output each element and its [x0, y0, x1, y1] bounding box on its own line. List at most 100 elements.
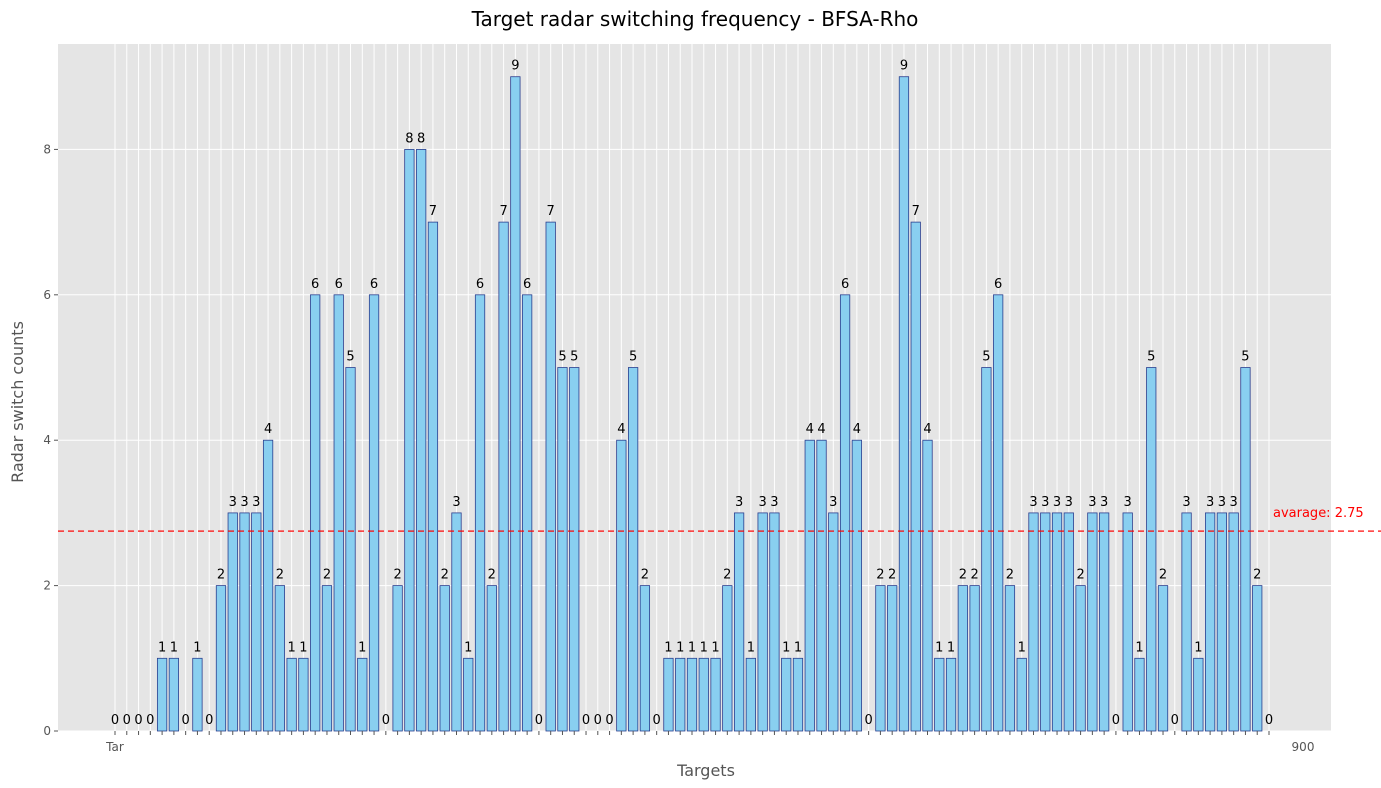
bar-value-label: 1 — [464, 640, 472, 655]
bar-value-label: 2 — [888, 568, 896, 583]
bar-value-label: 1 — [676, 640, 684, 655]
y-tick-label: 6 — [43, 288, 51, 302]
bar — [757, 512, 768, 732]
bar — [1099, 512, 1110, 732]
bar-value-label: 7 — [547, 204, 555, 219]
bar — [686, 657, 698, 732]
bar — [192, 657, 203, 732]
bar-value-label: 1 — [170, 640, 178, 655]
bar — [286, 657, 297, 732]
bar-value-label: 1 — [700, 640, 708, 655]
bar-value-label: 1 — [782, 640, 790, 655]
bar — [463, 657, 474, 732]
bars — [156, 76, 1263, 732]
bar — [981, 367, 992, 732]
bar-value-label: 2 — [723, 568, 731, 583]
bar — [310, 294, 321, 732]
bar-value-label: 0 — [653, 713, 661, 728]
bar — [510, 76, 521, 732]
bar — [910, 221, 921, 732]
bar-value-label: 9 — [511, 59, 519, 74]
bar-value-label: 0 — [605, 713, 613, 728]
x-tick-label-last: 900 — [1292, 740, 1315, 754]
bar — [557, 367, 568, 732]
bar-value-label: 4 — [853, 422, 861, 437]
bar — [675, 657, 686, 732]
bar-value-label: 1 — [158, 640, 166, 655]
bar — [1181, 512, 1192, 732]
bar — [262, 439, 274, 732]
bar-value-label: 6 — [476, 277, 484, 292]
bar-value-label: 0 — [1112, 713, 1120, 728]
bar-value-label: 5 — [558, 350, 566, 365]
bar — [710, 657, 721, 732]
bar — [1157, 585, 1169, 732]
y-tick-label: 8 — [43, 142, 51, 156]
bar-value-label: 0 — [146, 713, 154, 728]
bar-value-label: 1 — [688, 640, 696, 655]
bar-value-label: 0 — [134, 713, 142, 728]
bar-value-label: 2 — [1076, 568, 1084, 583]
bar — [427, 221, 439, 732]
bar — [1028, 512, 1039, 732]
bar — [1075, 585, 1086, 732]
bar-value-label: 5 — [629, 350, 637, 365]
bar-value-label: 0 — [123, 713, 131, 728]
bar — [1016, 657, 1027, 732]
bar-value-label: 1 — [193, 640, 201, 655]
bar-value-label: 5 — [570, 350, 578, 365]
bar-value-label: 0 — [594, 713, 602, 728]
bar-value-label: 1 — [794, 640, 802, 655]
bar-value-label: 4 — [617, 422, 625, 437]
bar — [498, 221, 509, 732]
bar — [474, 294, 486, 732]
bar-value-label: 1 — [1018, 640, 1026, 655]
bar — [168, 657, 179, 732]
bar — [215, 585, 227, 732]
bar — [745, 657, 756, 732]
bar — [1228, 512, 1239, 732]
bar — [156, 657, 168, 732]
x-axis-label: Targets — [676, 761, 735, 780]
bar — [993, 294, 1004, 732]
bar-value-label: 3 — [759, 495, 767, 510]
y-axis: 0 2 4 6 8 — [43, 142, 58, 738]
bar — [769, 512, 780, 732]
bar — [1205, 512, 1216, 732]
bar-value-label: 0 — [1265, 713, 1273, 728]
bar — [404, 149, 415, 732]
bar — [722, 585, 733, 732]
bar-value-label: 2 — [393, 568, 401, 583]
bar — [1252, 585, 1263, 732]
bar-value-label: 7 — [429, 204, 437, 219]
bar — [227, 512, 238, 732]
bar-value-label: 1 — [358, 640, 366, 655]
bar — [416, 149, 427, 732]
bar — [451, 512, 462, 732]
bar-value-label: 1 — [664, 640, 672, 655]
bar — [522, 294, 533, 732]
bar — [1240, 367, 1251, 732]
bar-value-label: 4 — [264, 422, 272, 437]
bar-value-label: 5 — [1241, 350, 1249, 365]
bar-value-label: 2 — [641, 568, 649, 583]
bar — [733, 512, 745, 732]
bar-value-label: 8 — [405, 131, 413, 146]
bar — [851, 439, 862, 732]
bar-value-label: 7 — [912, 204, 920, 219]
bar — [898, 76, 910, 732]
bar-value-label: 2 — [441, 568, 449, 583]
bar — [1122, 512, 1133, 732]
bar-value-label: 0 — [864, 713, 872, 728]
bar-value-label: 1 — [287, 640, 295, 655]
bar — [321, 585, 333, 732]
bar-value-label: 4 — [923, 422, 931, 437]
bar-value-label: 1 — [1194, 640, 1202, 655]
bar-value-label: 6 — [370, 277, 378, 292]
bar — [1216, 512, 1228, 732]
bar — [639, 585, 651, 732]
bar-value-label: 3 — [1230, 495, 1238, 510]
bar — [828, 512, 839, 732]
bar-value-label: 3 — [1100, 495, 1108, 510]
bar-value-label: 3 — [770, 495, 778, 510]
